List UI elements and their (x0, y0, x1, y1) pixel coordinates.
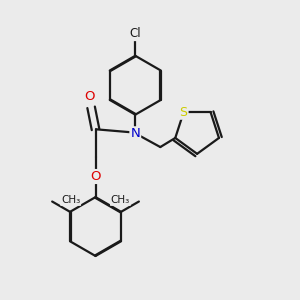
Text: S: S (180, 106, 188, 119)
Text: O: O (90, 170, 101, 183)
Text: CH₃: CH₃ (61, 195, 80, 205)
Text: N: N (130, 127, 140, 140)
Text: O: O (84, 91, 95, 103)
Text: Cl: Cl (130, 27, 141, 40)
Text: CH₃: CH₃ (111, 195, 130, 205)
